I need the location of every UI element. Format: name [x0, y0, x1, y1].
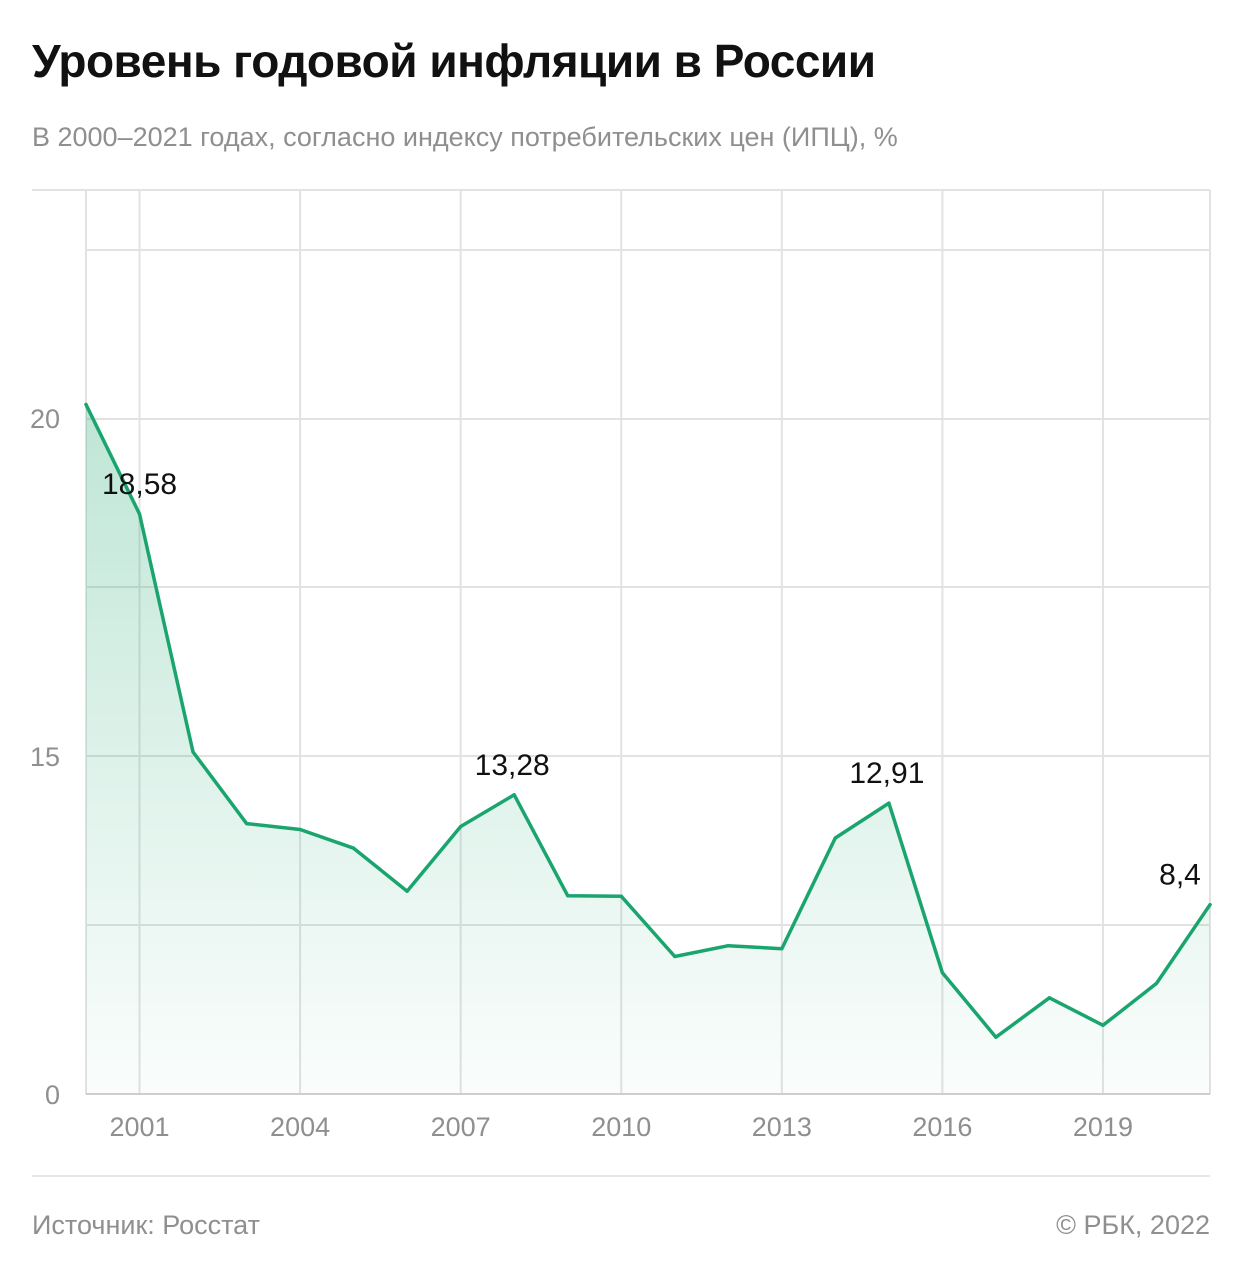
data-point: [1208, 903, 1212, 907]
data-point: [1047, 996, 1052, 1000]
data-point: [994, 1035, 998, 1039]
data-label: 8,4: [1159, 859, 1201, 892]
data-point: [673, 954, 677, 959]
data-point: [512, 793, 516, 797]
data-point: [780, 947, 784, 951]
chart-subtitle: В 2000–2021 годах, согласно индексу потр…: [32, 122, 898, 152]
data-point: [940, 971, 944, 975]
data-point: [833, 836, 837, 840]
data-point: [298, 827, 302, 832]
data-point: [619, 894, 623, 898]
x-tick-label: 2016: [912, 1112, 972, 1142]
chart-title: Уровень годовой инфляции в России: [32, 35, 876, 87]
x-tick-label: 2001: [109, 1112, 169, 1142]
x-tick-label: 2007: [431, 1112, 491, 1142]
x-tick-label: 2004: [270, 1112, 330, 1142]
data-point: [405, 889, 409, 893]
x-tick-label: 2013: [752, 1112, 812, 1142]
data-point: [726, 944, 730, 948]
data-point: [566, 894, 570, 898]
data-point: [244, 822, 249, 826]
data-point: [352, 846, 356, 850]
data-point: [84, 402, 88, 407]
source-note: Источник: Росстат: [32, 1210, 260, 1240]
data-point: [191, 750, 195, 754]
data-label: 13,28: [475, 749, 550, 782]
data-point: [1154, 981, 1159, 985]
line-area-chart: 0 15 20 2001 2004 2007 2010 2013 2016 2019 18,58 13…: [30, 189, 1212, 1142]
y-tick-label: 20: [30, 404, 60, 434]
footer-divider: [32, 1175, 1210, 1177]
y-tick-label: 15: [30, 742, 60, 772]
x-tick-label: 2010: [591, 1112, 651, 1142]
data-point: [1101, 1023, 1105, 1027]
data-label: 18,58: [102, 468, 177, 501]
data-point: [459, 824, 463, 829]
copyright-note: © РБК, 2022: [1056, 1210, 1210, 1240]
y-tick-label: 0: [45, 1080, 60, 1110]
data-label: 12,91: [849, 757, 924, 790]
data-point: [137, 512, 142, 516]
series-area: [86, 404, 1210, 1094]
series-line: [84, 402, 1212, 1039]
data-point: [887, 801, 891, 805]
x-tick-label: 2019: [1073, 1112, 1133, 1142]
